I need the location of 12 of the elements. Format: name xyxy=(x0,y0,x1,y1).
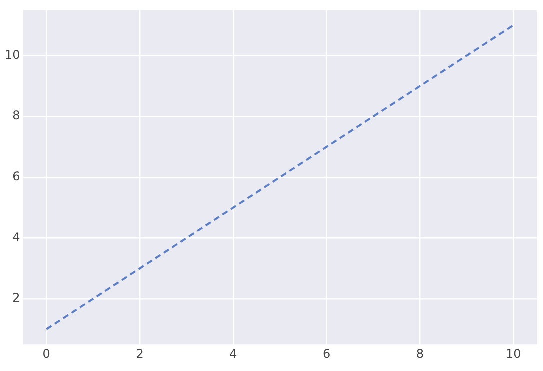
x-tick-label: 10 xyxy=(506,346,522,361)
x-tick-label: 8 xyxy=(416,346,424,361)
x-tick-label: 4 xyxy=(230,346,238,361)
line-series xyxy=(46,24,515,330)
x-tick-label: 2 xyxy=(136,346,144,361)
x-tick-label: 6 xyxy=(323,346,331,361)
y-tick-label: 6 xyxy=(12,170,20,184)
y-tick-label: 8 xyxy=(12,108,20,123)
y-tick-label: 4 xyxy=(12,230,20,244)
y-tick-label: 2 xyxy=(12,291,20,306)
y-tick-label: 10 xyxy=(4,48,20,62)
x-tick-label: 0 xyxy=(42,346,50,361)
